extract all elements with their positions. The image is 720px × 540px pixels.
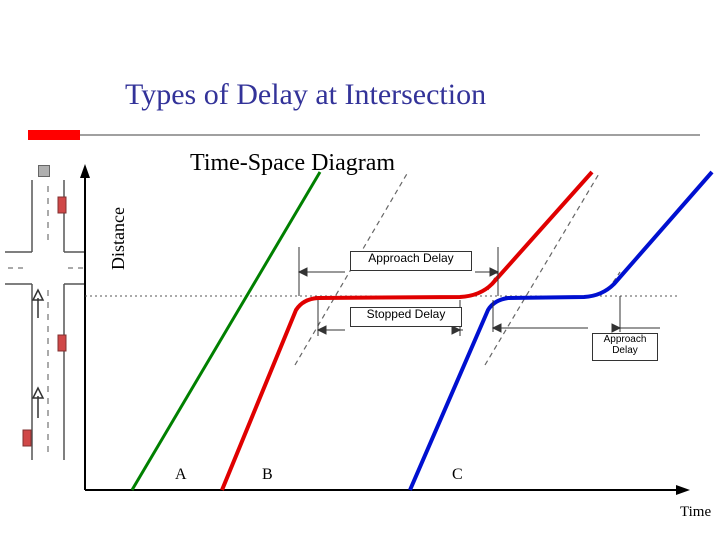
intersection-icon	[5, 180, 85, 460]
traffic-light-icon	[58, 335, 66, 351]
approach-delay-small-label: Approach Delay	[592, 333, 658, 361]
traffic-light-icon	[23, 430, 31, 446]
up-arrow-icon	[33, 388, 43, 418]
trajectory-a	[132, 172, 320, 490]
trajectory-b	[222, 172, 592, 490]
trajectory-c-label: C	[452, 466, 463, 484]
approach-delay-small-bracket	[493, 296, 660, 332]
slide: Types of Delay at Intersection Time-Spac…	[0, 0, 720, 540]
stopped-delay-label: Stopped Delay	[350, 307, 462, 327]
trajectory-c-freeflow	[485, 172, 600, 365]
traffic-light-icon	[58, 197, 66, 213]
trajectory-b-label: B	[262, 466, 273, 484]
trajectory-a-label: A	[175, 466, 187, 484]
up-arrow-icon	[33, 290, 43, 318]
approach-delay-label: Approach Delay	[350, 251, 472, 271]
axes	[80, 164, 690, 495]
x-axis-label: Time	[680, 504, 711, 521]
y-axis-label: Distance	[108, 207, 129, 270]
